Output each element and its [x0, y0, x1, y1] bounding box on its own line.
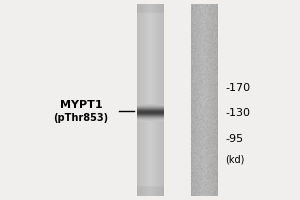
Text: (pThr853): (pThr853)	[53, 113, 109, 123]
Text: MYPT1: MYPT1	[60, 100, 102, 110]
Text: -95: -95	[225, 134, 243, 144]
Text: (kd): (kd)	[225, 155, 244, 165]
Text: -130: -130	[225, 108, 250, 118]
Text: -170: -170	[225, 83, 250, 93]
